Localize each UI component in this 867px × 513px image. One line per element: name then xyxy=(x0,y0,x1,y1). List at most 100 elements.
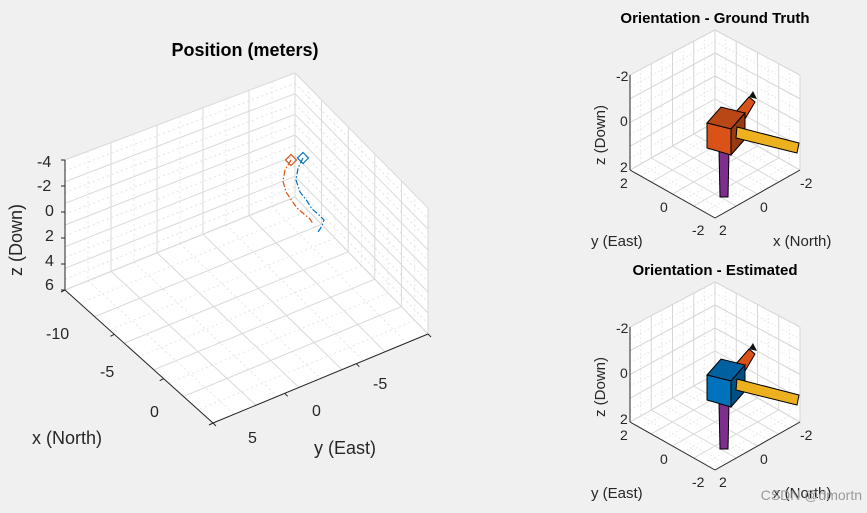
z-tick-label: -2 xyxy=(616,68,629,84)
z-tick-label: 0 xyxy=(620,113,628,129)
position-grid xyxy=(60,72,432,427)
grid-line xyxy=(672,145,758,195)
x-arrow-tip xyxy=(749,343,757,351)
z-body-axis-arrow xyxy=(718,401,730,450)
grid-line xyxy=(225,224,364,362)
position-x-label: x (North) xyxy=(32,428,102,448)
x-tick-mark xyxy=(208,422,214,426)
grid-line xyxy=(64,196,296,291)
grid-line xyxy=(153,278,375,371)
grid-line xyxy=(704,163,790,213)
grid-line xyxy=(294,165,429,303)
x-tick-label: 2 xyxy=(719,474,727,490)
trajectory-end-marker-1 xyxy=(284,153,298,167)
y-tick-label: -2 xyxy=(692,222,705,238)
x-tick-label: 2 xyxy=(719,222,727,238)
orientation-estimated-grid xyxy=(629,281,801,471)
y-tick-mark xyxy=(284,392,289,397)
x-tick-mark xyxy=(110,333,115,337)
y-tick-label: -5 xyxy=(373,376,387,393)
grid-line xyxy=(294,134,429,272)
orientation-estimated-z-label: z (Down) xyxy=(592,357,609,417)
position-series xyxy=(282,151,325,233)
grid-line xyxy=(109,237,336,331)
grid-line xyxy=(64,103,296,193)
grid-line xyxy=(271,205,407,344)
y-body-axis-arrow xyxy=(735,126,800,154)
y-tick-label: 0 xyxy=(660,199,668,215)
grid-line xyxy=(294,175,429,314)
y-tick-label: 0 xyxy=(660,451,668,467)
z-tick-label: 2 xyxy=(45,228,54,245)
orientation-y-axis-line xyxy=(629,421,716,471)
grid-line xyxy=(672,397,758,447)
position-z-label: z (Down) xyxy=(6,204,26,276)
orientation-y-axis-line xyxy=(629,169,716,219)
x-tick-mark xyxy=(159,378,164,382)
x-tick-mark xyxy=(60,289,66,293)
grid-line xyxy=(294,155,429,293)
position-y-axis-line xyxy=(212,333,429,424)
x-tick-label: -10 xyxy=(46,326,69,343)
orientation-estimated-y-label: y (East) xyxy=(591,485,643,502)
position-plot: Position (meters) -4 -2 0 2 4 6 z (Down)… xyxy=(6,40,432,458)
z-tick-label: 6 xyxy=(45,277,54,294)
z-tick-label: -4 xyxy=(37,154,51,171)
grid-line xyxy=(294,82,429,219)
orientation-truth-y-label: y (East) xyxy=(591,233,643,250)
grid-line xyxy=(64,113,296,204)
orientation-truth-z-label: z (Down) xyxy=(592,105,609,165)
grid-line xyxy=(64,144,296,237)
grid-line xyxy=(248,215,386,353)
y-tick-mark xyxy=(427,333,432,338)
z-tick-label: 2 xyxy=(620,159,628,175)
watermark: CSDN @dmortn xyxy=(761,487,862,503)
x-tick-label: 0 xyxy=(760,199,768,215)
position-x-axis-line xyxy=(64,289,214,424)
trajectory-line-1 xyxy=(282,159,314,225)
cube-front-face xyxy=(706,122,732,156)
orientation-x-axis-line xyxy=(714,421,801,471)
grid-line xyxy=(704,415,790,465)
orientation-x-axis-line xyxy=(714,169,801,219)
orientation-truth-x-label: x (North) xyxy=(773,233,831,250)
y-tick-mark xyxy=(355,363,360,368)
x-tick-label: 0 xyxy=(760,451,768,467)
grid-line xyxy=(94,223,322,318)
cube-front-face xyxy=(706,374,732,408)
grid-line xyxy=(110,271,257,406)
x-tick-label: -5 xyxy=(100,364,114,381)
grid-line xyxy=(294,144,429,282)
orientation-truth-title: Orientation - Ground Truth xyxy=(620,10,809,27)
grid-line xyxy=(87,280,235,415)
grid-line xyxy=(294,124,429,261)
trajectory-end-marker-0 xyxy=(296,151,310,165)
grid-line xyxy=(64,124,296,215)
y-tick-label: 5 xyxy=(248,430,257,447)
x-tick-label: -2 xyxy=(800,175,813,191)
position-y-ticks: 5 0 -5 xyxy=(248,376,387,447)
y-tick-label: 0 xyxy=(312,403,321,420)
x-arrow-tip xyxy=(749,91,757,99)
grid-line xyxy=(693,157,779,207)
grid-line xyxy=(294,103,429,240)
grid-line xyxy=(64,134,296,226)
x-tick-label: 0 xyxy=(150,404,159,421)
grid-line xyxy=(198,319,415,411)
orientation-truth-body xyxy=(706,91,800,198)
position-x-ticks: -10 -5 0 xyxy=(46,326,159,421)
y-tick-label: -2 xyxy=(692,474,705,490)
grid-line xyxy=(79,210,309,304)
z-body-axis-arrow xyxy=(718,149,730,198)
z-tick-label: 0 xyxy=(45,203,54,220)
z-tick-label: -2 xyxy=(616,320,629,336)
x-tick-label: -2 xyxy=(800,427,813,443)
y-tick-label: 2 xyxy=(620,175,628,191)
y-tick-mark xyxy=(212,422,217,427)
position-y-label: y (East) xyxy=(314,438,376,458)
grid-line xyxy=(294,186,429,324)
grid-line xyxy=(124,251,349,344)
orientation-estimated-plot: Orientation - Estimated -2 0 2 z (Down) … xyxy=(591,262,831,502)
orientation-estimated-x-label: x (North) xyxy=(773,485,831,502)
